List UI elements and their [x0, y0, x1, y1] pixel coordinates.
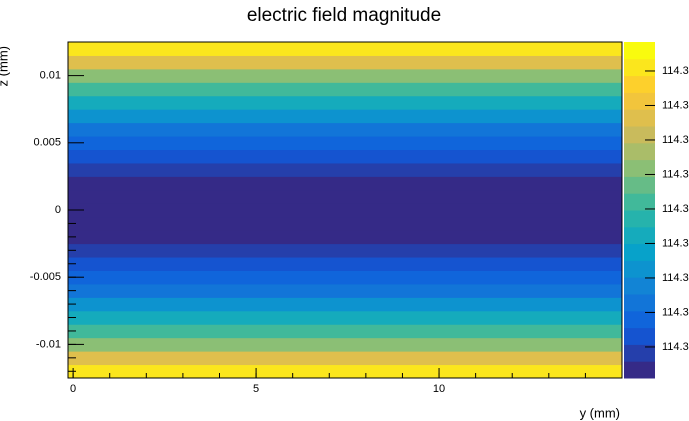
heatmap-cell: [68, 122, 622, 137]
heatmap-cell: [68, 283, 622, 298]
y-tick-label: 0.005: [33, 137, 61, 149]
colorbar-band: [624, 310, 655, 329]
colorbar-band: [624, 243, 655, 261]
heatmap-cell: [68, 243, 622, 258]
heatmap-cell: [68, 351, 622, 366]
heatmap-cell: [68, 203, 622, 218]
heatmap-cell: [68, 176, 622, 191]
z-tick-label: 114.3: [662, 306, 689, 318]
heatmap-cell: [68, 297, 622, 312]
colorbar-band: [624, 126, 655, 144]
z-tick-label: 114.3: [662, 203, 689, 215]
heatmap-cell: [68, 337, 622, 352]
colorbar-band: [624, 294, 655, 312]
colorbar-band: [624, 159, 655, 177]
colorbar-band: [624, 58, 655, 77]
x-tick-label: 5: [253, 383, 259, 395]
heatmap-cell: [68, 257, 622, 271]
colorbar-band: [624, 327, 655, 345]
colorbar-band: [624, 109, 655, 127]
heatmap-cell: [68, 55, 622, 70]
colorbar-band: [624, 42, 655, 60]
colorbar-band: [624, 142, 655, 161]
y-axis-title: z (mm): [0, 46, 10, 86]
heatmap-cell: [68, 310, 622, 325]
z-tick-label: 114.3: [662, 272, 689, 284]
x-tick-label: 0: [70, 383, 76, 395]
y-tick-label: -0.005: [30, 271, 61, 283]
heatmap-cell: [68, 230, 622, 245]
z-tick-label: 114.3: [662, 99, 689, 111]
colorbar-band: [624, 277, 655, 295]
colorbar-band: [624, 193, 655, 211]
heatmap-cell: [68, 189, 622, 204]
colorbar-band: [624, 226, 655, 245]
heatmap-cell: [68, 136, 622, 151]
heatmap-cell: [68, 270, 622, 285]
colorbar-band: [624, 92, 655, 110]
y-tick-label: -0.01: [36, 338, 61, 350]
heatmap-cell: [68, 149, 622, 164]
y-tick-label: 0: [55, 204, 61, 216]
heatmap-cell: [68, 95, 622, 110]
colorbar-band: [624, 176, 655, 194]
chart-title: electric field magnitude: [247, 5, 441, 26]
y-tick-label: 0.01: [40, 70, 61, 82]
colorbar-band: [624, 260, 655, 278]
heatmap-cell: [68, 82, 622, 97]
heatmap-cell: [68, 162, 622, 177]
heatmap-cell: [68, 109, 622, 124]
heatmap-cell: [68, 42, 622, 56]
z-tick-label: 114.3: [662, 237, 689, 249]
heatmap-cell: [68, 68, 622, 83]
z-tick-label: 114.3: [662, 341, 689, 353]
colorbar-band: [624, 75, 655, 93]
colorbar-band: [624, 361, 655, 379]
heatmap-cell: [68, 324, 622, 339]
x-tick-label: 10: [433, 383, 445, 395]
colorbar-band: [624, 344, 655, 362]
z-tick-label: 114.3: [662, 65, 689, 77]
colorbar-band: [624, 210, 655, 228]
z-tick-label: 114.3: [662, 134, 689, 146]
heatmap-cell: [68, 216, 622, 231]
z-tick-label: 114.3: [662, 168, 689, 180]
x-axis-title: y (mm): [580, 405, 620, 420]
heatmap-cell: [68, 364, 622, 379]
